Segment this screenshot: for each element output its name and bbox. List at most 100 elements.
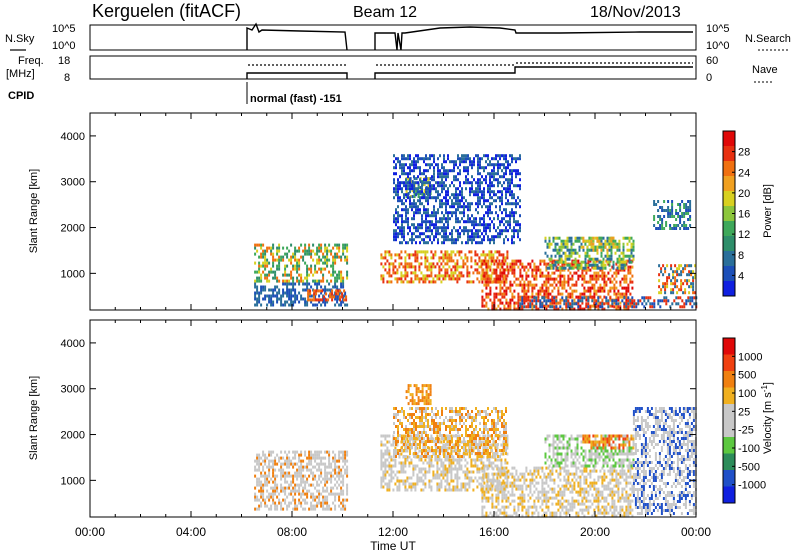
velocity-colorbar: 1000 500 100 25 -25 -100 -500 -1000 (722, 337, 766, 504)
velocity-cbar-tick-4: -25 (738, 425, 754, 437)
freq-panel-frame (89, 55, 697, 80)
station-title: Kerguelen (fitACF) (92, 1, 241, 21)
power-cbar-swatch-6 (723, 221, 735, 237)
velocity-cbar-swatch-0 (723, 338, 735, 355)
velocity-region-4 (481, 466, 634, 518)
velocity-cbar-tick-1: 500 (738, 370, 756, 382)
power-ytick-label-3: 4000 (61, 131, 85, 143)
freq-label-2: [MHz] (6, 68, 35, 80)
velocity-region-3 (393, 407, 507, 458)
power-cbar-swatch-1 (723, 146, 735, 162)
power-region-2 (307, 289, 348, 302)
velocity-heatmap (254, 384, 697, 518)
power-cbar-tick-0: 28 (738, 147, 750, 159)
nsky-label: N.Sky (5, 33, 35, 45)
time-tick-1: 04:00 (176, 525, 206, 539)
power-cbar-swatch-7 (723, 236, 735, 252)
power-heatmap (254, 154, 698, 311)
velocity-cbar-swatch-5 (723, 420, 735, 438)
time-tick-4: 16:00 (479, 525, 509, 539)
time-tick-2: 08:00 (277, 525, 307, 539)
power-cbar-swatch-3 (723, 176, 735, 192)
nsky-trace (246, 22, 693, 51)
velocity-cbar-swatch-2 (723, 371, 735, 388)
velocity-axes: 1000 2000 3000 4000 (61, 320, 697, 517)
time-tick-0: 00:00 (75, 525, 105, 539)
velocity-cbar-swatch-8 (723, 470, 735, 487)
freq-tick-top: 18 (58, 55, 70, 67)
velocity-cbar-tick-3: 25 (738, 406, 750, 418)
cpid-mode: normal (fast) -151 (250, 93, 342, 105)
velocity-ytick-label-2: 3000 (61, 384, 85, 396)
velocity-cbar-tick-0: 1000 (738, 351, 762, 363)
velocity-cbar-label: Velocity [m s-1] (760, 382, 774, 454)
velocity-ytick-label-1: 2000 (61, 430, 85, 442)
nsearch-label: N.Search (745, 33, 791, 45)
power-cbar-swatch-2 (723, 161, 735, 177)
velocity-region-2 (405, 384, 432, 406)
velocity-ytick-label-3: 4000 (61, 338, 85, 350)
nave-trace (248, 62, 693, 66)
power-ytick-label-2: 3000 (61, 177, 85, 189)
time-axis: 00:00 04:00 08:00 12:00 16:00 20:00 00:00 (75, 525, 711, 539)
power-cbar-tick-1: 24 (738, 167, 750, 179)
freq-label-1: Freq. (18, 55, 44, 67)
power-region-8 (582, 236, 621, 252)
power-region-0 (254, 243, 349, 283)
freq-trace (246, 66, 693, 79)
power-cbar-swatch-9 (723, 266, 735, 282)
power-axes: 1000 2000 3000 4000 (61, 113, 697, 310)
velocity-ylabel: Slant Range [km] (28, 376, 40, 460)
velocity-region-7 (632, 407, 697, 515)
power-cbar-tick-3: 16 (738, 209, 750, 221)
power-ylabel: Slant Range [km] (28, 169, 40, 253)
velocity-region-6 (582, 434, 635, 450)
nave-label: Nave (752, 64, 778, 76)
power-cbar-swatch-0 (723, 131, 735, 147)
velocity-cbar-swatch-9 (723, 486, 735, 504)
power-cbar-swatch-8 (723, 251, 735, 267)
power-cbar-swatch-4 (723, 191, 735, 207)
power-cbar-swatch-10 (723, 281, 735, 297)
beam-title: Beam 12 (353, 4, 417, 21)
power-region-1 (254, 282, 349, 307)
power-cbar-tick-2: 20 (738, 188, 750, 200)
velocity-cbar-tick-6: -500 (738, 461, 760, 473)
nave-tick-bottom: 0 (706, 72, 712, 84)
time-tick-6: 00:00 (681, 525, 711, 539)
nsky-tick-bottom: 10^0 (52, 40, 76, 52)
velocity-cbar-tick-7: -1000 (738, 480, 766, 492)
cpid-label: CPID (8, 90, 34, 102)
velocity-region-1 (380, 434, 509, 492)
nave-tick-top: 60 (706, 55, 718, 67)
power-ytick-label-1: 2000 (61, 223, 85, 235)
velocity-cbar-tick-2: 100 (738, 388, 756, 400)
freq-tick-bottom: 8 (64, 72, 70, 84)
nsky-panel-frame (89, 24, 697, 51)
power-cbar-swatch-5 (723, 206, 735, 222)
velocity-cbar-swatch-6 (723, 437, 735, 454)
power-region-7 (544, 236, 635, 270)
velocity-region-5 (544, 434, 635, 468)
velocity-region-0 (254, 450, 349, 511)
velocity-cbar-swatch-7 (723, 453, 735, 471)
velocity-cbar-swatch-4 (723, 404, 735, 421)
time-tick-5: 20:00 (580, 525, 610, 539)
power-colorbar: 28 24 20 16 12 8 4 (722, 130, 750, 297)
velocity-cbar-swatch-1 (723, 354, 735, 372)
power-region-9 (653, 200, 692, 230)
power-cbar-tick-6: 4 (738, 270, 744, 282)
velocity-ytick-label-0: 1000 (61, 475, 85, 487)
date-title: 18/Nov/2013 (590, 4, 681, 21)
velocity-cbar-tick-5: -100 (738, 443, 760, 455)
nsky-tick-top: 10^5 (52, 23, 76, 35)
nsearch-tick-bottom: 10^0 (706, 40, 730, 52)
power-cbar-tick-4: 12 (738, 229, 750, 241)
velocity-cbar-swatch-3 (723, 387, 735, 405)
time-tick-3: 12:00 (378, 525, 408, 539)
nsearch-tick-top: 10^5 (706, 23, 730, 35)
velocity-cbar-label-text: Velocity [m s-1] (760, 382, 774, 454)
power-cbar-label: Power [dB] (762, 184, 774, 238)
power-region-5 (393, 154, 521, 245)
